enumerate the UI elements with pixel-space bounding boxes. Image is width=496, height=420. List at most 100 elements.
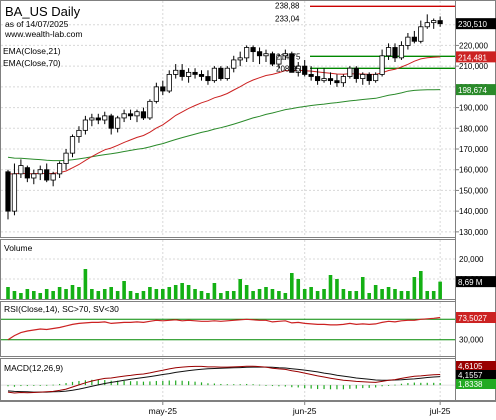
macd-histogram-bar bbox=[400, 383, 403, 386]
macd-histogram-bar bbox=[304, 385, 306, 389]
volume-bar bbox=[419, 271, 423, 299]
volume-bar bbox=[180, 283, 184, 299]
price-tick-label: 190,000 bbox=[459, 104, 488, 113]
macd-histogram-bar bbox=[33, 385, 35, 386]
volume-bar bbox=[283, 293, 288, 299]
macd-histogram-bar bbox=[142, 381, 145, 386]
candle-up bbox=[398, 45, 405, 59]
candle-down bbox=[179, 69, 185, 77]
candle-down bbox=[334, 80, 340, 84]
macd-histogram-bar bbox=[129, 381, 132, 386]
candle-down bbox=[140, 111, 147, 119]
price-tick-label: 220,000 bbox=[459, 41, 488, 50]
candle-up bbox=[231, 59, 237, 69]
macd-histogram-bar bbox=[239, 384, 241, 386]
macd-histogram-bar bbox=[375, 385, 377, 388]
macd-histogram-bar bbox=[123, 380, 125, 386]
macd-histogram-bar bbox=[97, 379, 99, 386]
ema70-value-label: 198,674 bbox=[458, 86, 487, 95]
candle-up bbox=[224, 67, 230, 79]
macd-histogram-bar bbox=[194, 381, 196, 386]
candle-up bbox=[121, 113, 127, 119]
candle-up bbox=[321, 78, 327, 82]
volume-bar bbox=[406, 291, 410, 299]
volume-bar bbox=[70, 285, 75, 299]
candle-up bbox=[379, 55, 385, 75]
volume-bar bbox=[315, 291, 320, 299]
macd-histogram-bar bbox=[110, 380, 112, 386]
macd-histogram-bar bbox=[426, 382, 428, 386]
candle-up bbox=[282, 53, 288, 57]
candle-up bbox=[18, 165, 24, 175]
macd-histogram-bar bbox=[20, 385, 22, 387]
candle-down bbox=[308, 74, 314, 77]
price-tick-label: 170,000 bbox=[459, 145, 488, 154]
macd-histogram-bar bbox=[220, 383, 222, 386]
volume-bar bbox=[290, 273, 294, 299]
macd-histogram-bar bbox=[136, 381, 138, 386]
candle-up bbox=[373, 74, 379, 82]
candle-down bbox=[289, 53, 295, 73]
macd-signal-line bbox=[7, 366, 441, 393]
candle-up bbox=[153, 86, 159, 102]
volume-bar bbox=[219, 293, 223, 299]
volume-bar bbox=[296, 279, 301, 299]
volume-bar bbox=[322, 289, 326, 299]
candle-up bbox=[89, 117, 95, 121]
macd-histogram-bar bbox=[342, 385, 344, 390]
volume-bar bbox=[438, 281, 442, 299]
macd-title: MACD(12,26,9) bbox=[4, 363, 63, 373]
macd-histogram-bar bbox=[52, 384, 54, 386]
volume-bar bbox=[412, 277, 417, 299]
macd-histogram-bar bbox=[91, 379, 93, 386]
time-tick-label: jun-25 bbox=[292, 406, 317, 416]
candle-up bbox=[276, 55, 282, 65]
macd-histogram-bar bbox=[104, 380, 106, 386]
volume-bar bbox=[128, 291, 133, 299]
macd-histogram-bar bbox=[213, 383, 215, 386]
candle-down bbox=[95, 117, 101, 121]
candle-up bbox=[418, 26, 424, 42]
volume-tick-label: 20,000 bbox=[459, 255, 484, 264]
volume-bar bbox=[102, 289, 107, 299]
macd-histogram-bar bbox=[246, 383, 248, 386]
volume-bar bbox=[173, 285, 178, 299]
last-price-label-box bbox=[456, 18, 496, 30]
candle-down bbox=[314, 76, 321, 82]
candle-up bbox=[115, 117, 121, 129]
candle-down bbox=[250, 47, 256, 53]
candle-down bbox=[218, 67, 224, 79]
volume-bar bbox=[360, 277, 365, 299]
macd-histogram-bar bbox=[155, 380, 157, 386]
candle-down bbox=[44, 169, 50, 181]
macd-histogram-bar bbox=[65, 383, 67, 386]
candle-up bbox=[263, 53, 269, 57]
rsi-last-label: 73,5027 bbox=[458, 314, 487, 323]
volume-bar bbox=[141, 291, 146, 299]
volume-bar bbox=[348, 291, 352, 299]
volume-bar bbox=[32, 291, 36, 299]
candle-up bbox=[340, 76, 347, 84]
macd-histogram-bar bbox=[200, 382, 203, 386]
candle-up bbox=[57, 163, 63, 175]
level-label: 238,88 bbox=[275, 1, 300, 10]
candle-down bbox=[302, 65, 308, 75]
volume-bar bbox=[122, 281, 126, 299]
candle-up bbox=[11, 173, 18, 212]
volume-title: Volume bbox=[4, 243, 33, 253]
macd-histogram-bar bbox=[349, 385, 351, 389]
as-of-date: as of 14/07/2025 bbox=[5, 19, 69, 29]
chart-title: BA_US Daily bbox=[5, 4, 81, 19]
macd-histogram-bar bbox=[355, 385, 357, 389]
macd-histogram-bar bbox=[381, 385, 383, 387]
price-tick-label: 140,000 bbox=[459, 207, 488, 216]
price-tick-label: 180,000 bbox=[459, 124, 488, 133]
rsi-last-label-box bbox=[456, 312, 496, 324]
signal-value-label: 4,1557 bbox=[458, 371, 483, 380]
ema70-value-label-box bbox=[456, 84, 496, 96]
macd-histogram-bar bbox=[233, 384, 235, 386]
candle-up bbox=[63, 152, 69, 164]
macd-histogram-bar bbox=[175, 380, 177, 386]
last-price-label: 230,510 bbox=[458, 20, 487, 29]
candle-down bbox=[205, 76, 211, 82]
